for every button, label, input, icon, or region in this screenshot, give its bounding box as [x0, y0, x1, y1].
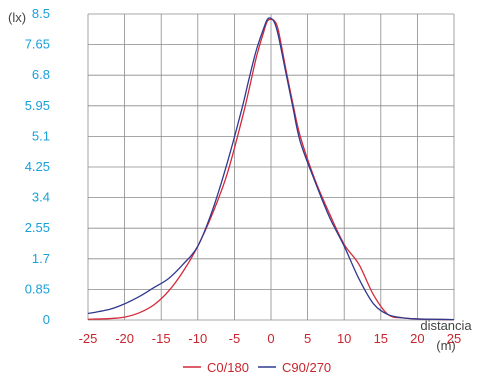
x-tick-label: -25: [79, 331, 98, 346]
x-axis-label: distancia: [420, 318, 472, 333]
legend-label-c90-270: C90/270: [282, 360, 331, 375]
series-line-c0-180: [87, 18, 455, 321]
series-line-c90-270: [87, 17, 455, 321]
y-tick-label: 3.4: [32, 190, 50, 205]
grid-lines: [87, 13, 455, 321]
x-axis-unit: (m): [436, 338, 456, 353]
x-tick-labels: -25 -20 -15 -10 -5 0 5 10 15 20 25: [79, 331, 462, 346]
x-tick-label: 20: [410, 331, 424, 346]
y-tick-label: 6.8: [32, 67, 50, 82]
y-tick-label: 5.95: [25, 98, 50, 113]
y-tick-label: 8.5: [32, 6, 50, 21]
y-tick-label: 0.85: [25, 281, 50, 296]
x-tick-label: -20: [115, 331, 134, 346]
series-lines: [87, 17, 455, 321]
x-tick-label: -15: [152, 331, 171, 346]
y-tick-labels: 0 0.85 1.7 2.55 3.4 4.25 5.1 5.95 6.8 7.65 8.5: [25, 6, 50, 327]
y-tick-label: 2.55: [25, 220, 50, 235]
y-tick-label: 1.7: [32, 251, 50, 266]
y-tick-label: 4.25: [25, 159, 50, 174]
x-tick-label: 25: [447, 331, 461, 346]
y-tick-label: 0: [43, 312, 50, 327]
x-tick-label: -10: [188, 331, 207, 346]
legend-label-c0-180: C0/180: [207, 360, 249, 375]
x-tick-label: 0: [267, 331, 274, 346]
x-tick-label: 10: [337, 331, 351, 346]
x-tick-label: -5: [229, 331, 241, 346]
y-tick-label: 7.65: [25, 37, 50, 52]
legend: C0/180 C90/270: [183, 360, 331, 375]
y-tick-label: 5.1: [32, 128, 50, 143]
x-tick-label: 5: [304, 331, 311, 346]
y-axis-unit: (lx): [8, 10, 26, 25]
x-tick-label: 15: [374, 331, 388, 346]
